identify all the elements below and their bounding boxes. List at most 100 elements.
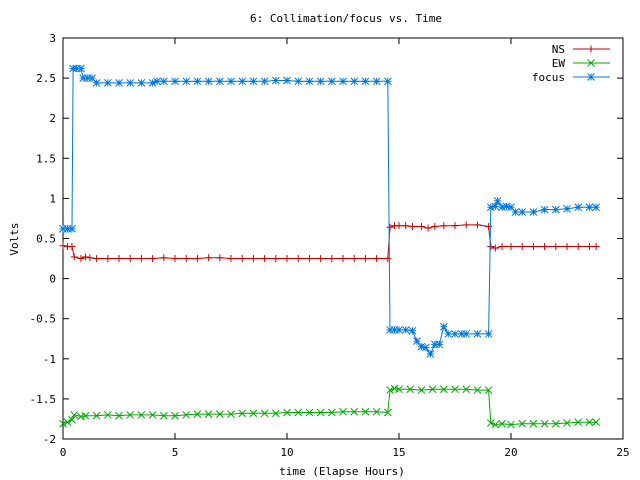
data-point-focus [383, 77, 392, 86]
data-point-ew [563, 419, 571, 427]
y-tick-label: 2 [49, 112, 56, 125]
data-point-focus [451, 330, 459, 338]
data-point-ns [592, 243, 600, 251]
data-point-ew [484, 386, 493, 394]
data-point-ns [272, 255, 280, 263]
legend-label-focus: focus [532, 71, 565, 84]
data-point-focus [551, 205, 560, 214]
data-point-focus [592, 203, 600, 212]
data-point-ns [149, 255, 157, 263]
data-point-ew [63, 418, 72, 427]
data-point-ns [563, 243, 571, 251]
data-point-ew [386, 386, 394, 394]
data-point-focus [395, 326, 403, 334]
data-point-focus [271, 76, 280, 85]
data-point-ew [271, 409, 280, 418]
data-point-focus [350, 77, 359, 86]
data-point-ew [81, 411, 90, 420]
data-point-ew [574, 418, 583, 427]
data-point-ns [160, 254, 168, 262]
data-point-ew [540, 419, 549, 428]
data-point-ns [68, 243, 76, 251]
data-point-ew [148, 411, 157, 419]
data-point-ns [227, 255, 235, 263]
x-tick-label: 25 [616, 446, 629, 459]
data-point-ns [451, 222, 459, 230]
data-point-ew [193, 410, 202, 418]
data-point-ew [350, 407, 359, 416]
x-tick-label: 5 [172, 446, 179, 459]
data-point-ns [473, 221, 481, 229]
data-point-ns [440, 222, 448, 230]
data-point-ns [350, 255, 358, 263]
data-point-ns [585, 243, 593, 251]
data-point-focus [327, 77, 336, 86]
y-tick-label: 3 [49, 32, 56, 45]
data-point-ns [317, 255, 325, 263]
data-point-ns [216, 254, 224, 262]
data-point-focus [518, 208, 527, 216]
data-point-ns [328, 255, 336, 263]
data-point-ew [115, 411, 123, 420]
series-ew [59, 384, 600, 429]
data-point-ns [552, 243, 560, 251]
data-point-ew [339, 407, 347, 416]
data-point-ew [473, 386, 482, 394]
data-point-focus [193, 77, 202, 86]
data-point-ew [406, 385, 415, 394]
legend-marker-ns [587, 45, 595, 53]
data-point-focus [473, 330, 482, 338]
data-point-focus [204, 77, 213, 86]
data-point-ns [86, 254, 94, 262]
data-point-focus [493, 196, 502, 205]
data-point-ew [159, 411, 168, 420]
data-point-ew [137, 411, 146, 419]
data-point-ns [77, 255, 85, 263]
data-point-ns [417, 222, 425, 230]
data-point-focus [92, 79, 101, 87]
data-point-focus [238, 77, 247, 86]
data-point-ew [305, 408, 314, 417]
data-point-ns [498, 243, 506, 251]
data-point-ns [518, 243, 526, 251]
x-tick-label: 15 [392, 446, 405, 459]
data-point-ew [126, 411, 135, 419]
data-point-focus [159, 77, 168, 86]
data-point-ns [182, 255, 190, 263]
data-point-ew [451, 385, 459, 394]
data-point-focus [372, 77, 381, 86]
data-point-focus [585, 203, 594, 212]
data-point-ns [339, 255, 347, 263]
data-point-focus [462, 330, 471, 338]
chart-title: 6: Collimation/focus vs. Time [250, 12, 442, 25]
data-point-focus [574, 203, 583, 212]
data-point-ns [115, 255, 123, 263]
data-point-focus [227, 77, 235, 86]
data-point-focus [294, 77, 303, 86]
data-point-ns [361, 255, 369, 263]
data-point-focus [422, 343, 430, 352]
data-point-ew [428, 385, 437, 394]
y-tick-label: 0.5 [36, 233, 56, 246]
y-tick-label: -1 [43, 353, 56, 366]
data-point-focus [426, 350, 435, 358]
data-point-focus [540, 205, 549, 214]
data-point-ns [529, 243, 537, 251]
data-point-ns [507, 243, 515, 251]
data-point-ew [486, 419, 495, 427]
data-point-focus [511, 208, 520, 216]
data-point-ew [417, 386, 426, 394]
x-tick-label: 10 [280, 446, 293, 459]
data-point-focus [115, 79, 123, 87]
x-axis-label: time (Elapse Hours) [279, 465, 405, 478]
data-point-focus [77, 64, 85, 73]
y-tick-label: -2 [43, 433, 56, 446]
data-point-focus [215, 77, 224, 86]
data-point-ns [491, 244, 499, 252]
data-point-ns [574, 243, 582, 251]
data-point-ns [59, 242, 67, 250]
data-point-ew [238, 409, 247, 418]
data-point-ns [261, 255, 269, 263]
data-point-ns [205, 254, 213, 262]
